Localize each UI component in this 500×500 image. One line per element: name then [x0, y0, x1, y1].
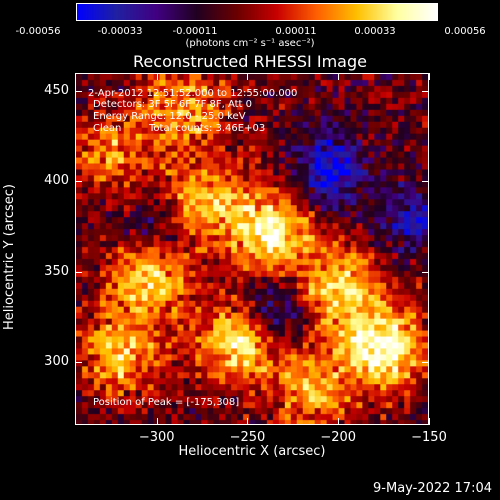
heatmap-image [76, 74, 428, 424]
colorbar-tick-label: -0.00011 [172, 26, 218, 37]
total-counts-annotation: Total counts: 3.46E+03 [149, 123, 266, 134]
clean-annotation: Clean [93, 123, 122, 134]
colorbar-tick-label: -0.00033 [97, 26, 143, 37]
colorbar-tick-label: 0.00011 [275, 26, 317, 37]
x-tick-mark [429, 418, 430, 425]
peak-position-annotation: Position of Peak = [-175,308] [93, 397, 240, 408]
x-tick-label: −150 [411, 430, 447, 445]
colorbar [76, 3, 438, 21]
x-tick-label: −250 [229, 430, 266, 445]
x-axis-label: Heliocentric X (arcsec) [178, 444, 326, 459]
plot-area: 2-Apr-2012 12:51:52.000 to 12:55:00.000 … [75, 73, 429, 425]
time-range-annotation: 2-Apr-2012 12:51:52.000 to 12:55:00.000 [88, 88, 298, 99]
colorbar-units: (photons cm⁻² s⁻¹ asec⁻²) [185, 38, 315, 49]
colorbar-tick-label: 0.00056 [444, 26, 486, 37]
x-tick-mark [429, 73, 430, 80]
energy-range-annotation: Energy Range: 12.0 - 25.0 keV [93, 111, 246, 122]
colorbar-ticks: -0.00056 -0.00033 -0.00011 0.00011 0.000… [0, 0, 500, 40]
y-tick-label: 300 [44, 353, 69, 369]
colorbar-tick-label: -0.00056 [15, 26, 61, 37]
timestamp: 9-May-2022 17:04 [373, 481, 492, 496]
x-tick-label: −300 [138, 430, 175, 445]
detectors-annotation: Detectors: 3F 5F 6F 7F 8F, Att 0 [93, 99, 253, 110]
y-tick-label: 400 [44, 173, 69, 189]
y-axis-label: Heliocentric Y (arcsec) [2, 184, 17, 330]
x-tick-label: −200 [320, 430, 357, 445]
colorbar-tick-label: 0.00033 [354, 26, 396, 37]
chart-title: Reconstructed RHESSI Image [133, 52, 367, 71]
y-tick-label: 450 [44, 83, 69, 99]
y-tick-label: 350 [44, 263, 69, 279]
